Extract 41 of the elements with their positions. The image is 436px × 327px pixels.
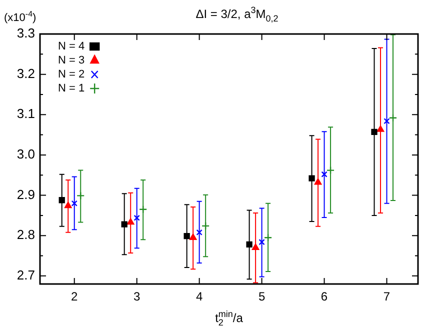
x-tick-label: 3 bbox=[134, 290, 140, 304]
point bbox=[371, 128, 378, 136]
point bbox=[134, 214, 140, 221]
point bbox=[308, 175, 315, 182]
point bbox=[121, 221, 128, 228]
x-tick-label: 5 bbox=[258, 290, 266, 304]
x-tick-label: 2 bbox=[71, 290, 78, 304]
y-tick-label: 2.9 bbox=[16, 186, 35, 202]
point bbox=[201, 222, 210, 230]
x-tick-label: 6 bbox=[320, 290, 328, 304]
y-tick-label: 3.3 bbox=[16, 26, 35, 41]
y-tick-label: 3.2 bbox=[16, 66, 35, 81]
point bbox=[384, 118, 390, 124]
y-tick-label: 3.0 bbox=[16, 146, 35, 162]
legend-label: N = 2 bbox=[58, 68, 85, 81]
x-tick-label: 4 bbox=[196, 290, 203, 304]
point bbox=[314, 178, 322, 185]
y-tick-label: 2.8 bbox=[16, 227, 35, 242]
point bbox=[138, 205, 148, 214]
point bbox=[184, 232, 190, 240]
y-tick-label: 3.1 bbox=[16, 106, 35, 122]
point bbox=[252, 244, 260, 250]
point bbox=[126, 218, 134, 225]
x-tick-label: 7 bbox=[383, 290, 390, 304]
point bbox=[326, 166, 335, 174]
point bbox=[388, 114, 398, 122]
legend-label: N = 3 bbox=[58, 54, 85, 67]
point bbox=[76, 192, 85, 200]
point bbox=[264, 234, 272, 242]
point bbox=[376, 125, 384, 132]
point bbox=[58, 197, 65, 204]
point bbox=[64, 202, 72, 208]
point bbox=[196, 229, 202, 236]
point bbox=[258, 238, 265, 246]
point bbox=[71, 200, 78, 206]
y-tick-label: 2.7 bbox=[16, 268, 35, 283]
point bbox=[321, 171, 328, 178]
legend-label: N = 1 bbox=[58, 82, 85, 95]
point bbox=[246, 241, 252, 248]
point bbox=[189, 234, 197, 240]
legend-label: N = 4 bbox=[58, 40, 85, 53]
